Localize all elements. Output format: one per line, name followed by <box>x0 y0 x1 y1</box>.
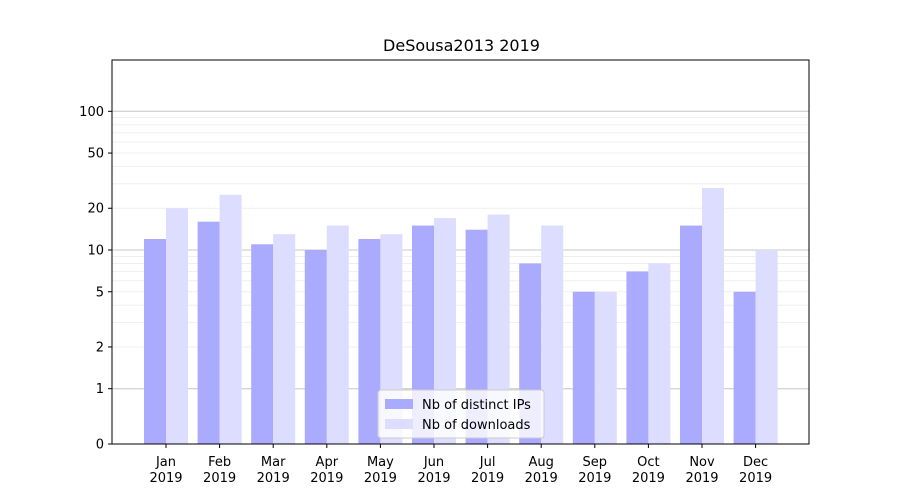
bar-downloads <box>702 187 724 444</box>
bar-distinct-ips <box>358 239 381 444</box>
x-tick-label-month: Apr <box>316 455 339 470</box>
legend-label-distinct-ips: Nb of distinct IPs <box>422 398 531 413</box>
bar-downloads <box>487 214 510 444</box>
x-tick-label-year: 2019 <box>739 471 772 486</box>
x-tick-label-year: 2019 <box>257 471 290 486</box>
x-tick-label-year: 2019 <box>203 471 236 486</box>
bar-distinct-ips <box>733 291 756 444</box>
bar-distinct-ips <box>680 225 702 444</box>
bar-distinct-ips <box>251 244 274 444</box>
bar-distinct-ips <box>304 250 327 444</box>
x-tick-label-year: 2019 <box>310 471 343 486</box>
plot-frame <box>111 59 810 445</box>
bar-downloads <box>434 218 456 444</box>
y-tick-label: 0 <box>96 438 104 453</box>
x-tick-label-month: Mar <box>261 455 286 470</box>
bar-downloads <box>648 263 671 444</box>
y-tick-label: 10 <box>87 244 104 259</box>
y-tick-label: 2 <box>96 340 104 355</box>
legend: Nb of distinct IPs Nb of downloads <box>377 389 545 439</box>
legend-swatch-downloads <box>385 419 413 429</box>
x-tick-label-month: Aug <box>529 455 554 470</box>
x-tick-label-month: Jul <box>479 455 496 470</box>
x-tick-label-month: Feb <box>208 455 231 470</box>
legend-label-downloads: Nb of downloads <box>422 418 531 433</box>
x-tick-label-month: Dec <box>743 455 768 470</box>
x-tick-label-month: Nov <box>689 455 715 470</box>
y-tick-label: 100 <box>79 105 104 120</box>
x-tick-label-month: Oct <box>637 455 659 470</box>
bar-downloads <box>594 291 617 444</box>
x-tick-label-month: Jun <box>423 455 444 470</box>
bar-distinct-ips <box>412 225 434 444</box>
bar-downloads <box>541 225 564 444</box>
y-tick-label: 20 <box>87 202 104 217</box>
bar-downloads <box>755 250 778 444</box>
x-tick-label-year: 2019 <box>417 471 450 486</box>
bar-downloads <box>273 234 296 444</box>
y-tick-label: 50 <box>87 147 104 162</box>
x-tick-label-year: 2019 <box>364 471 397 486</box>
bars <box>144 187 778 444</box>
bar-distinct-ips <box>626 271 649 444</box>
bar-downloads <box>166 208 188 444</box>
y-tick-label: 1 <box>96 382 104 397</box>
bar-downloads <box>326 225 349 444</box>
chart-title: DeSousa2013 2019 <box>383 36 540 55</box>
axes: 0125102050100Jan2019Feb2019Mar2019Apr201… <box>79 59 810 486</box>
legend-box <box>377 389 545 439</box>
y-tick-label: 5 <box>96 285 104 300</box>
x-tick-label-month: Sep <box>583 455 608 470</box>
x-tick-label-year: 2019 <box>149 471 182 486</box>
bar-distinct-ips <box>197 221 220 444</box>
x-tick-label-year: 2019 <box>632 471 665 486</box>
x-tick-label-year: 2019 <box>685 471 718 486</box>
x-tick-label-month: May <box>367 455 394 470</box>
legend-swatch-distinct-ips <box>385 399 413 409</box>
bar-distinct-ips <box>572 291 595 444</box>
x-tick-label-year: 2019 <box>471 471 504 486</box>
x-tick-label-month: Jan <box>155 455 176 470</box>
bar-distinct-ips <box>144 239 166 444</box>
bar-downloads <box>219 194 242 444</box>
x-tick-label-year: 2019 <box>525 471 558 486</box>
x-tick-label-year: 2019 <box>578 471 611 486</box>
